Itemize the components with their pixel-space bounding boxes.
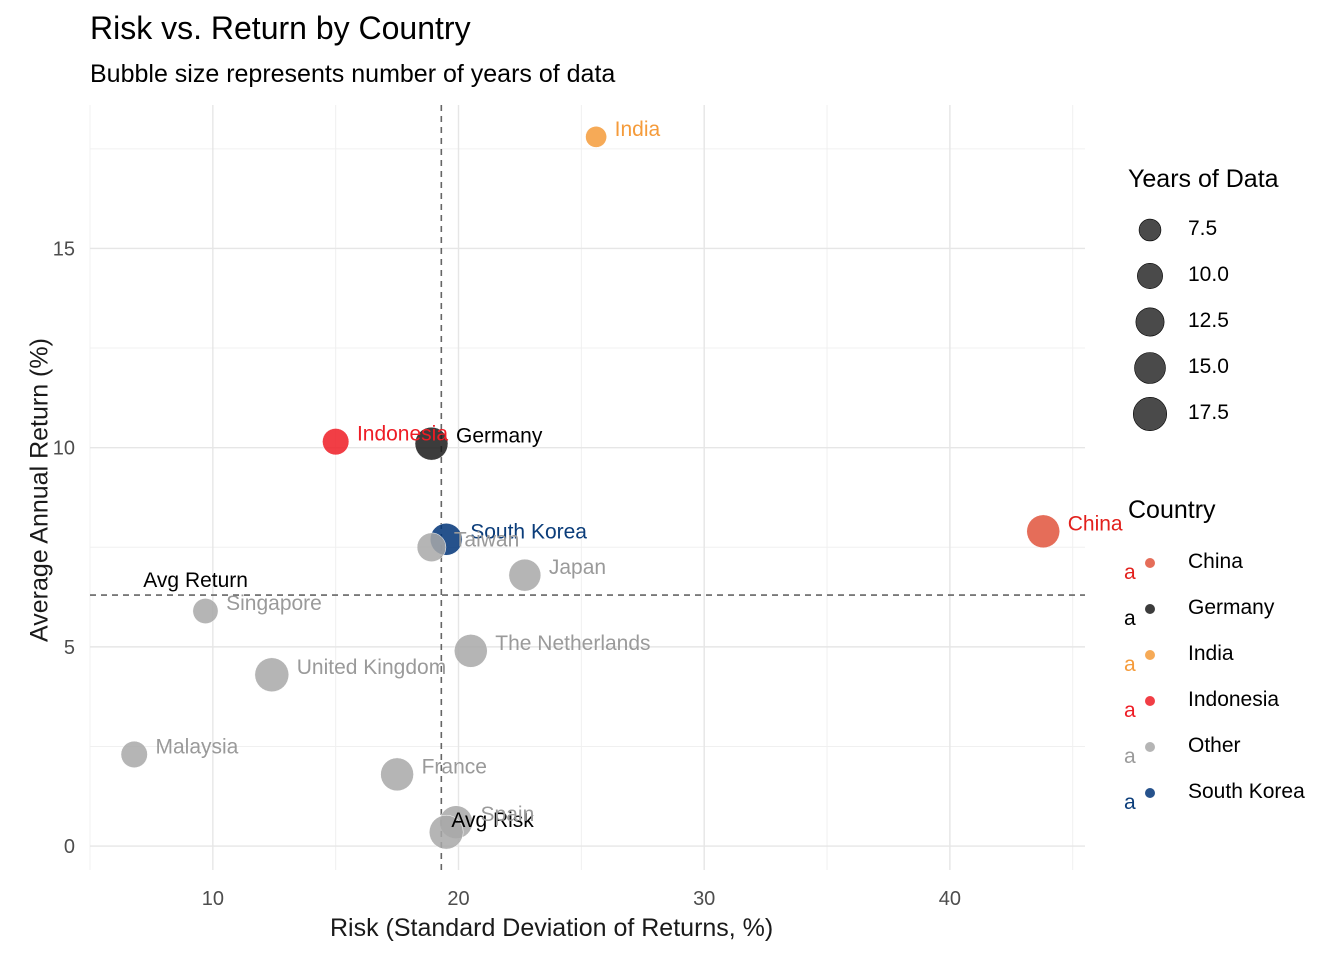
point-label: Germany xyxy=(456,425,543,448)
point-label: South Korea xyxy=(470,520,587,543)
chart-subtitle: Bubble size represents number of years o… xyxy=(90,60,616,88)
color-legend-title: Country xyxy=(1128,496,1216,524)
y-tick-label: 5 xyxy=(64,637,75,659)
chart-title: Risk vs. Return by Country xyxy=(90,10,471,46)
data-point xyxy=(416,532,447,562)
data-point xyxy=(508,558,542,592)
point-label: India xyxy=(615,118,661,141)
color-legend-glyph: a xyxy=(1124,561,1136,584)
data-point xyxy=(120,740,148,768)
point-label: United Kingdom xyxy=(297,656,446,679)
y-tick-label: 10 xyxy=(53,438,75,460)
color-legend-key xyxy=(1145,788,1155,798)
color-legend-label: Germany xyxy=(1188,596,1275,619)
color-legend-glyph: a xyxy=(1124,699,1136,722)
data-point xyxy=(429,814,464,850)
point-label: Japan xyxy=(549,556,606,579)
size-legend-key xyxy=(1132,396,1168,432)
point-label: Indonesia xyxy=(357,423,448,446)
color-legend-key xyxy=(1145,558,1155,568)
color-legend-label: China xyxy=(1188,550,1243,573)
size-legend-key xyxy=(1138,218,1162,242)
point-label: Taiwan xyxy=(454,528,519,551)
size-legend-title: Years of Data xyxy=(1128,165,1279,193)
color-legend-key xyxy=(1145,696,1155,706)
size-legend-label: 12.5 xyxy=(1188,309,1229,332)
color-legend-label: South Korea xyxy=(1188,780,1305,803)
color-legend-key xyxy=(1145,604,1155,614)
size-legend-label: 10.0 xyxy=(1188,263,1229,286)
size-legend-key xyxy=(1134,352,1166,384)
data-point xyxy=(1026,514,1060,549)
color-legend-label: India xyxy=(1188,642,1234,665)
color-legend-key xyxy=(1145,650,1155,660)
size-legend-label: 15.0 xyxy=(1188,355,1229,378)
color-legend-glyph: a xyxy=(1124,607,1136,630)
x-tick-label: 30 xyxy=(693,888,715,910)
x-tick-label: 20 xyxy=(447,888,469,910)
point-label: Malaysia xyxy=(155,735,238,758)
color-legend-glyph: a xyxy=(1124,745,1136,768)
x-tick-label: 10 xyxy=(202,888,224,910)
data-point xyxy=(380,757,414,792)
avg-return-label: Avg Return xyxy=(143,569,248,592)
point-label: France xyxy=(422,755,487,778)
y-tick-label: 15 xyxy=(53,238,75,260)
size-legend-label: 17.5 xyxy=(1188,401,1229,424)
data-point xyxy=(192,598,219,624)
size-legend-key xyxy=(1137,263,1163,289)
data-point xyxy=(254,657,290,692)
data-point xyxy=(585,126,607,148)
size-legend-label: 7.5 xyxy=(1188,217,1218,240)
data-point xyxy=(414,426,449,461)
data-point xyxy=(322,428,350,456)
color-legend-glyph: a xyxy=(1124,791,1136,814)
point-label: The Netherlands xyxy=(495,632,650,655)
size-legend-key xyxy=(1135,307,1165,337)
point-label: Spain xyxy=(481,803,535,826)
color-legend-key xyxy=(1145,742,1155,752)
color-legend-label: Other xyxy=(1188,734,1241,757)
point-label: Singapore xyxy=(226,592,322,615)
point-label: China xyxy=(1068,512,1123,535)
avg-risk-label: Avg Risk xyxy=(451,809,534,832)
x-axis-label: Risk (Standard Deviation of Returns, %) xyxy=(330,914,774,942)
color-legend-glyph: a xyxy=(1124,653,1136,676)
color-legend-label: Indonesia xyxy=(1188,688,1280,711)
y-tick-label: 0 xyxy=(64,836,75,858)
data-point xyxy=(454,634,488,668)
x-tick-label: 40 xyxy=(939,888,961,910)
